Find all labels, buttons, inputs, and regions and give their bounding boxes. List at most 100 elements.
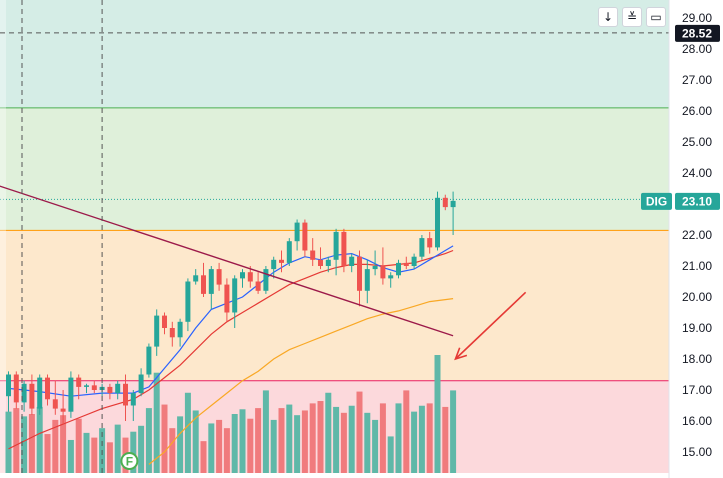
candle-body[interactable] bbox=[255, 281, 261, 291]
scroll-down-button[interactable]: ↓ bbox=[598, 7, 618, 27]
volume-bar bbox=[60, 415, 67, 473]
candle-body[interactable] bbox=[29, 383, 35, 409]
volume-bar bbox=[44, 434, 51, 473]
candle-body[interactable] bbox=[294, 222, 300, 242]
candle-body[interactable] bbox=[37, 377, 43, 409]
drawings-layer[interactable]: F bbox=[0, 184, 527, 470]
candle-body[interactable] bbox=[388, 275, 394, 279]
candle-body[interactable] bbox=[52, 399, 58, 409]
candle-body[interactable] bbox=[357, 256, 362, 291]
candle-body[interactable] bbox=[380, 266, 386, 279]
candle-body[interactable] bbox=[286, 241, 292, 263]
price-label: 26.00 bbox=[682, 104, 712, 118]
candle-body[interactable] bbox=[138, 374, 144, 394]
candle-body[interactable] bbox=[403, 262, 409, 266]
candle-body[interactable] bbox=[349, 256, 355, 266]
ma-mid-line bbox=[8, 249, 454, 450]
volume-bar bbox=[450, 390, 457, 473]
candle-body[interactable] bbox=[162, 315, 167, 328]
candle-body[interactable] bbox=[450, 200, 456, 208]
volume-bar bbox=[426, 403, 433, 473]
candle-body[interactable] bbox=[115, 383, 121, 394]
candle-body[interactable] bbox=[310, 250, 316, 260]
candle-body[interactable] bbox=[68, 377, 74, 412]
symbol-tag[interactable] bbox=[641, 192, 672, 210]
candle-body[interactable] bbox=[364, 269, 370, 291]
candle-body[interactable] bbox=[333, 231, 339, 260]
candle-body[interactable] bbox=[232, 278, 238, 313]
candle-body[interactable] bbox=[224, 284, 230, 313]
candle-body[interactable] bbox=[442, 197, 448, 208]
candle-body[interactable] bbox=[154, 315, 160, 347]
candle-body[interactable] bbox=[302, 222, 308, 251]
price-axis[interactable]: 29.0028.0027.0026.0025.0024.0023.0022.00… bbox=[641, 0, 723, 478]
candle-body[interactable] bbox=[45, 377, 50, 400]
zone-top bbox=[0, 0, 669, 108]
volume-bar bbox=[356, 391, 363, 473]
candle-body[interactable] bbox=[201, 275, 206, 294]
candle-body[interactable] bbox=[76, 377, 82, 387]
volume-bar bbox=[161, 404, 168, 473]
last-price-label: 23.10 bbox=[682, 194, 712, 208]
crosshair bbox=[0, 0, 669, 473]
candle-body[interactable] bbox=[21, 383, 27, 403]
volume-bar bbox=[434, 355, 441, 473]
candle-body[interactable] bbox=[427, 238, 433, 248]
volume-bar bbox=[239, 409, 246, 473]
candle-body[interactable] bbox=[263, 269, 269, 291]
candle-body[interactable] bbox=[396, 262, 401, 276]
candle-body[interactable] bbox=[435, 197, 440, 248]
candle-body[interactable] bbox=[341, 231, 347, 266]
symbol-tag-label: DIG bbox=[646, 194, 667, 208]
candle-body[interactable] bbox=[84, 385, 89, 387]
candle-body[interactable] bbox=[216, 269, 222, 285]
annotation-arrow[interactable] bbox=[454, 291, 527, 360]
candle-body[interactable] bbox=[193, 275, 199, 282]
candle-body[interactable] bbox=[130, 393, 136, 406]
candle-body[interactable] bbox=[107, 386, 113, 394]
candle-body[interactable] bbox=[325, 259, 331, 266]
volume-bar bbox=[36, 406, 43, 473]
crosshair-price-label: 28.52 bbox=[682, 26, 712, 40]
candle-body[interactable] bbox=[372, 266, 378, 270]
candle-body[interactable] bbox=[177, 321, 183, 338]
candle-body[interactable] bbox=[60, 408, 66, 412]
candle-body[interactable] bbox=[271, 259, 277, 270]
candle-body[interactable] bbox=[247, 272, 253, 282]
volume-bar bbox=[216, 419, 223, 473]
trendline[interactable] bbox=[0, 184, 454, 337]
volume-bar bbox=[106, 442, 113, 473]
candle-body[interactable] bbox=[185, 281, 191, 322]
candle-body[interactable] bbox=[169, 328, 175, 338]
last-price-box bbox=[675, 192, 720, 210]
price-label: 28.00 bbox=[682, 42, 712, 56]
volume-bar bbox=[379, 403, 386, 473]
candle-body[interactable] bbox=[13, 374, 19, 403]
candle-body[interactable] bbox=[208, 269, 214, 294]
candle-body[interactable] bbox=[318, 259, 323, 266]
volume-bar bbox=[387, 436, 394, 473]
volume-bar bbox=[325, 392, 332, 473]
candlesticks[interactable] bbox=[6, 191, 456, 425]
volume-bar bbox=[114, 424, 121, 473]
event-marker[interactable] bbox=[120, 452, 139, 470]
candle-body[interactable] bbox=[6, 374, 11, 397]
candle-body[interactable] bbox=[123, 383, 128, 406]
candle-body[interactable] bbox=[411, 256, 417, 266]
collapse-button[interactable]: ≚ bbox=[622, 7, 642, 27]
candle-body[interactable] bbox=[91, 385, 97, 390]
volume-bar bbox=[130, 431, 137, 473]
candle-body[interactable] bbox=[419, 238, 425, 257]
volume-bar bbox=[255, 408, 262, 473]
candle-body[interactable] bbox=[240, 272, 245, 279]
candle-body[interactable] bbox=[279, 259, 284, 263]
price-label: 27.00 bbox=[682, 73, 712, 87]
fullscreen-button[interactable]: ▭ bbox=[646, 7, 666, 27]
annotation-arrowhead[interactable] bbox=[454, 347, 468, 361]
candle-body[interactable] bbox=[146, 346, 152, 375]
volume-bar bbox=[75, 418, 82, 473]
volume-bar bbox=[83, 432, 90, 473]
price-label: 25.00 bbox=[682, 135, 712, 149]
